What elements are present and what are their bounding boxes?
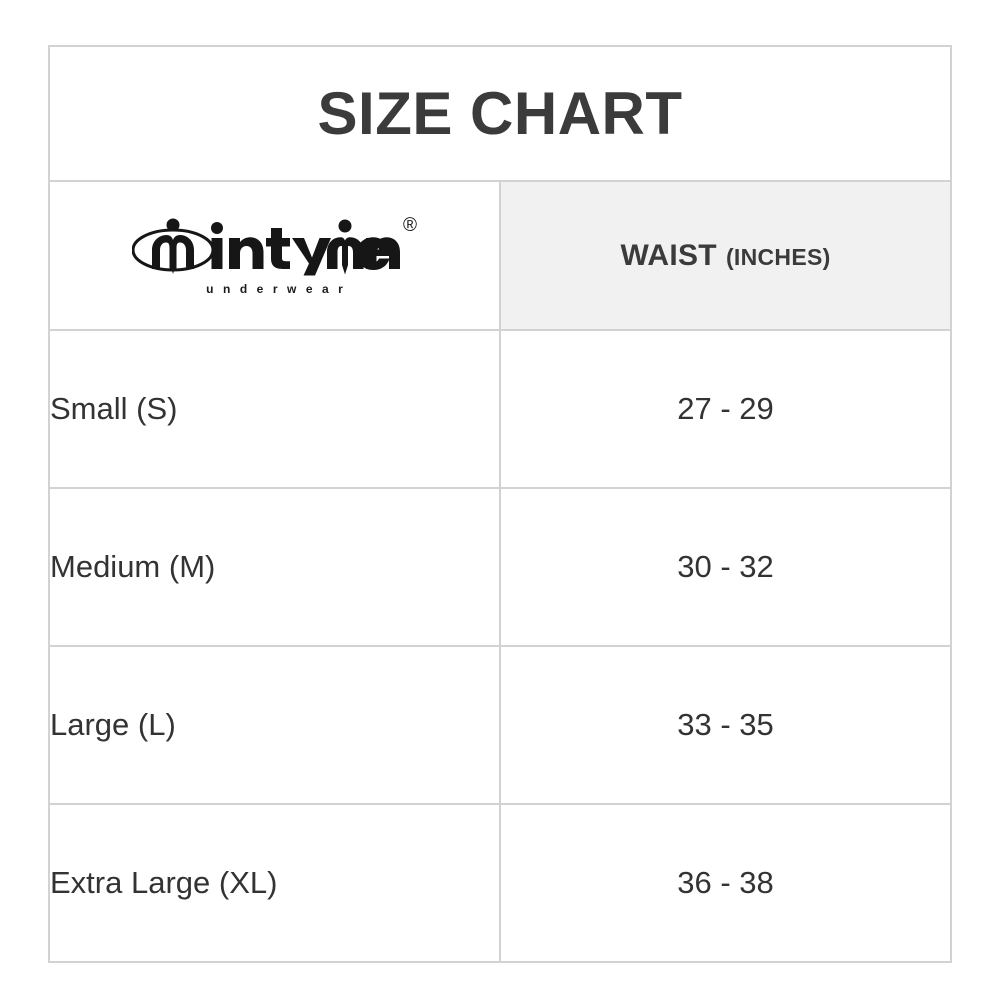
- brand-logo: ® underwear: [132, 214, 417, 295]
- size-chart-table: SIZE CHART: [48, 45, 952, 963]
- table-row: Small (S) 27 - 29: [48, 329, 952, 489]
- header-row: ® underwear WAIST (INCHES): [48, 180, 952, 331]
- registered-trademark-icon: ®: [403, 214, 417, 236]
- waist-header-cell: WAIST (INCHES): [499, 180, 952, 331]
- size-label-medium: Medium (M): [48, 487, 501, 647]
- waist-value-large: 33 - 35: [499, 645, 952, 805]
- waist-value-small: 27 - 29: [499, 329, 952, 489]
- waist-value-extra-large: 36 - 38: [499, 803, 952, 963]
- table-row: Large (L) 33 - 35: [48, 645, 952, 805]
- waist-value-medium: 30 - 32: [499, 487, 952, 647]
- logo-wordmark-row: ®: [132, 214, 417, 276]
- brand-tagline: underwear: [206, 281, 353, 296]
- waist-header-label: WAIST: [620, 238, 717, 272]
- intymen-logo-icon: [132, 218, 400, 275]
- title-row: SIZE CHART: [48, 45, 952, 182]
- size-label-large: Large (L): [48, 645, 501, 805]
- brand-logo-cell: ® underwear: [48, 180, 501, 331]
- size-label-extra-large: Extra Large (XL): [48, 803, 501, 963]
- size-chart-container: SIZE CHART: [48, 45, 952, 963]
- table-row: Extra Large (XL) 36 - 38: [48, 803, 952, 963]
- waist-header-unit: (INCHES): [725, 243, 831, 270]
- page-title: SIZE CHART: [317, 79, 683, 147]
- page-title-cell: SIZE CHART: [48, 45, 952, 182]
- table-row: Medium (M) 30 - 32: [48, 487, 952, 647]
- size-label-small: Small (S): [48, 329, 501, 489]
